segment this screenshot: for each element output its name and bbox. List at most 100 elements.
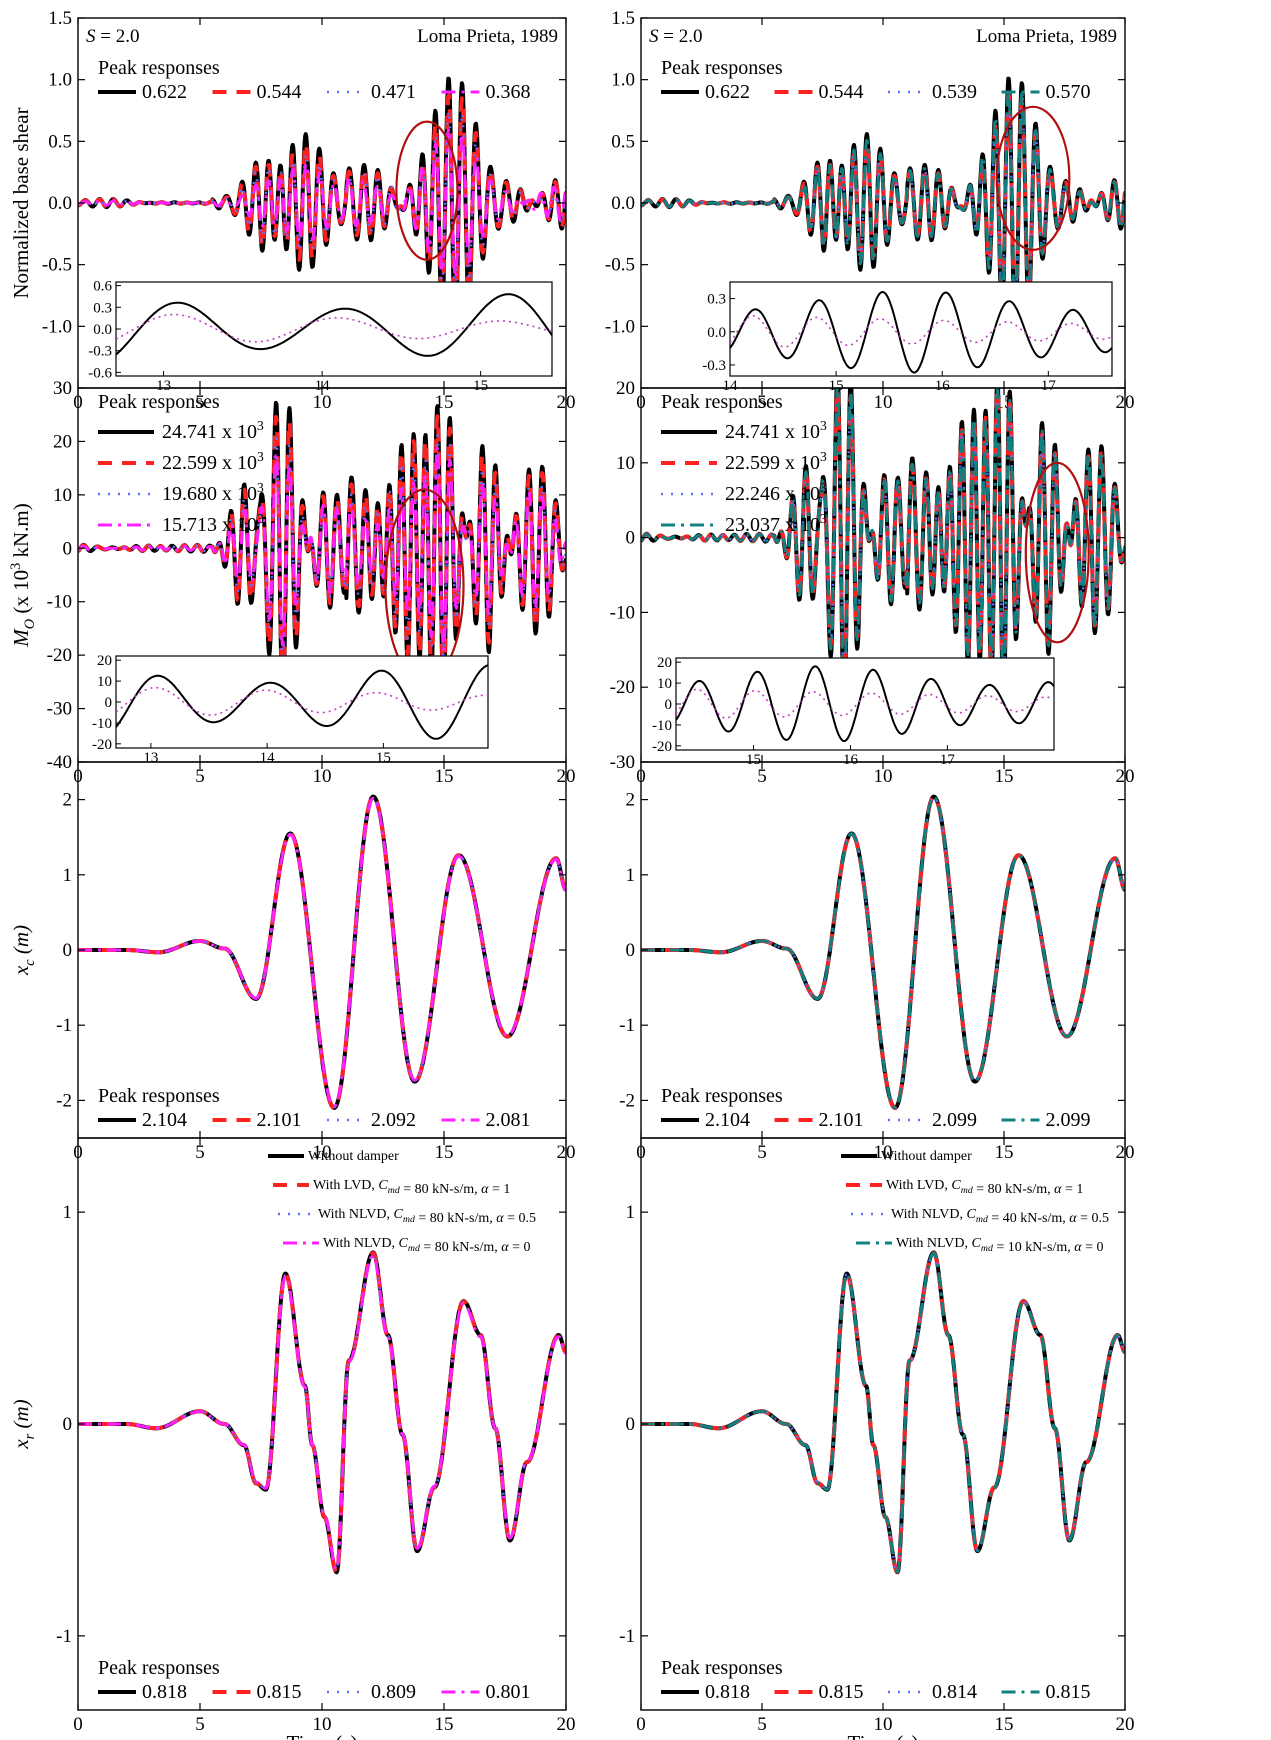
y-tick-label: -10 xyxy=(47,592,72,613)
y-tick-label: -10 xyxy=(610,602,635,623)
peak-legend-value: 2.104 xyxy=(142,1109,187,1131)
y-tick-label: -1 xyxy=(56,1015,72,1036)
series-legend-label: With LVD, Cmd = 80 kN-s/m, α = 1 xyxy=(313,1178,510,1197)
y-tick-label: 0.5 xyxy=(611,131,635,152)
inset-y-tick-label: 0.6 xyxy=(93,279,112,295)
peak-legend-value: 2.081 xyxy=(486,1109,531,1131)
inset-y-tick-label: -0.6 xyxy=(88,365,112,381)
peak-legend-title: Peak responses xyxy=(661,391,783,413)
inset-x-tick-label: 15 xyxy=(376,750,391,766)
inset-plot xyxy=(730,290,1112,374)
inset-y-tick-label: 0.0 xyxy=(707,325,726,341)
inset-x-tick-label: 15 xyxy=(473,378,488,394)
inset-frame xyxy=(115,655,489,749)
peak-legend-value: 0.815 xyxy=(1046,1681,1091,1703)
peak-legend-value: 24.741 x 103​ xyxy=(725,418,827,443)
y-tick-label: 0 xyxy=(626,528,636,549)
y-tick-label: -1 xyxy=(56,1626,72,1647)
plot-area xyxy=(641,794,1125,1110)
plot-area xyxy=(78,1250,566,1575)
peak-legend-value: 0.622 xyxy=(705,81,750,103)
x-tick-label: 5 xyxy=(757,1714,767,1735)
series-line-3 xyxy=(641,1252,1125,1573)
series-legend-label: Without damper xyxy=(881,1149,972,1164)
peak-legend-value: 0.622 xyxy=(142,81,187,103)
series-line-3 xyxy=(78,1253,566,1572)
series-line-2 xyxy=(641,388,1125,699)
y-tick-label: -40 xyxy=(47,752,72,773)
y-tick-label: -2 xyxy=(619,1090,635,1111)
highlight-ellipse xyxy=(995,105,1071,251)
x-tick-label: 5 xyxy=(195,1714,205,1735)
series-legend-label: With NLVD, Cmd = 80 kN-s/m, α = 0 xyxy=(323,1236,531,1255)
inset-y-tick-label: 20 xyxy=(97,653,112,669)
x-tick-label: 5 xyxy=(757,766,767,787)
peak-legend-value: 22.599 x 103​ xyxy=(725,449,827,474)
inset-y-tick-label: -0.3 xyxy=(702,358,726,374)
x-tick-label: 10 xyxy=(313,1714,332,1735)
peak-legend-value: 19.680 x 103​ xyxy=(162,480,264,505)
inset-frame xyxy=(675,657,1055,751)
plot-area xyxy=(641,388,1125,717)
y-tick-label: 30 xyxy=(53,378,72,399)
peak-legend-value: 0.368 xyxy=(486,81,531,103)
peak-legend-value: 23.037 x 103​ xyxy=(725,511,827,536)
inset-series-line-2 xyxy=(116,313,552,343)
peak-legend-title: Peak responses xyxy=(661,1085,783,1107)
inset-x-tick-label: 17 xyxy=(1041,378,1057,394)
series-legend-label: With NLVD, Cmd = 40 kN-s/m, α = 0.5 xyxy=(891,1207,1109,1226)
peak-legend-value: 0.544 xyxy=(257,81,302,103)
series-line-4 xyxy=(78,1254,566,1571)
peak-legend: Peak responses 24.741 x 103​ 22.599 x 103​… xyxy=(661,391,827,536)
y-tick-label: 1.0 xyxy=(48,70,72,91)
inset-series-line-2 xyxy=(116,686,488,716)
inset-y-tick-label: 0.3 xyxy=(93,300,112,316)
series-line-4 xyxy=(641,87,1125,322)
series-line-4 xyxy=(641,795,1125,1109)
x-tick-label: 20 xyxy=(557,1714,576,1735)
peak-legend-value: 2.099 xyxy=(932,1109,977,1131)
inset-frame xyxy=(729,281,1113,377)
annotation-event: Loma Prieta, 1989 xyxy=(976,26,1117,47)
y-tick-label: 1 xyxy=(63,1202,73,1223)
y-tick-label: -20 xyxy=(47,645,72,666)
peak-legend-title: Peak responses xyxy=(98,57,220,79)
y-tick-label: -30 xyxy=(47,699,72,720)
series-legend-label: With NLVD, Cmd = 10 kN-s/m, α = 0 xyxy=(896,1236,1104,1255)
peak-legend-value: 0.814 xyxy=(932,1681,977,1703)
y-tick-label: 2 xyxy=(626,790,636,811)
inset-y-tick-label: -10 xyxy=(92,716,112,732)
peak-legend-value: 2.099 xyxy=(1046,1109,1091,1131)
inset: -0.30.00.314 15 16 17 xyxy=(702,281,1113,394)
annotation-scale: S = 2.0 xyxy=(86,26,139,47)
inset-y-tick-label: 0.0 xyxy=(93,322,112,338)
peak-legend-value: 2.092 xyxy=(371,1109,416,1131)
x-tick-label: 10 xyxy=(874,392,893,413)
x-tick-label: 10 xyxy=(874,766,893,787)
y-tick-label: 1.0 xyxy=(611,70,635,91)
inset-x-tick-label: 13 xyxy=(143,750,158,766)
y-tick-label: 0 xyxy=(63,538,73,559)
peak-legend-value: 0.471 xyxy=(371,81,416,103)
peak-legend-value: 0.544 xyxy=(819,81,864,103)
y-axis-label: xr (m)​ xyxy=(9,1399,38,1449)
y-tick-label: -30 xyxy=(610,752,635,773)
peak-legend-value: 2.101 xyxy=(257,1109,302,1131)
series-line-4 xyxy=(78,127,566,280)
y-tick-label: -0.5 xyxy=(605,255,635,276)
peak-legend-title: Peak responses xyxy=(98,1085,220,1107)
inset-x-tick-label: 16 xyxy=(935,378,951,394)
peak-legend-value: 22.599 x 103​ xyxy=(162,449,264,474)
y-tick-label: -20 xyxy=(610,677,635,698)
series-legend: Without damper With LVD, Cmd = 80 kN-s/m,… xyxy=(268,1149,536,1255)
y-tick-label: -1 xyxy=(619,1015,635,1036)
peak-legend: Peak responses 24.741 x 103​ 22.599 x 103​… xyxy=(98,391,264,536)
inset-y-tick-label: 10 xyxy=(97,674,112,690)
x-tick-label: 5 xyxy=(195,766,205,787)
y-tick-label: 0.5 xyxy=(48,131,72,152)
y-tick-label: 1.5 xyxy=(48,8,72,29)
